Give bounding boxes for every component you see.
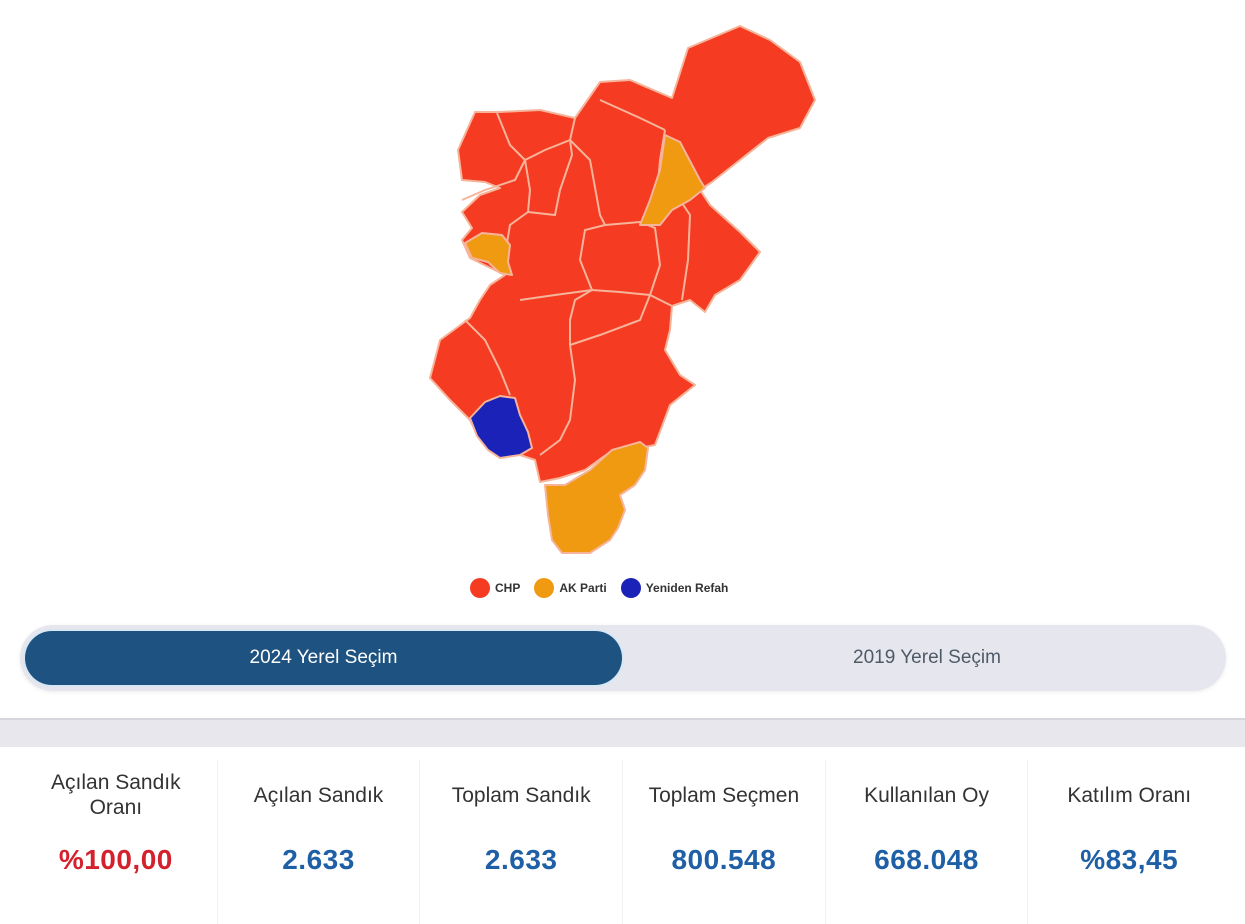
legend-label-chp: CHP <box>495 581 521 595</box>
stat-toplam-secmen: Toplam Seçmen 800.548 <box>622 760 825 924</box>
legend-item-yeniden-refah: Yeniden Refah <box>620 578 729 598</box>
district-akp-east[interactable] <box>639 134 706 226</box>
stat-value: 2.633 <box>484 844 558 875</box>
stat-value: %83,45 <box>1080 844 1179 875</box>
legend-item-chp: CHP <box>470 578 520 598</box>
stat-value: 2.633 <box>282 844 355 875</box>
stat-value: %100,00 <box>58 844 173 875</box>
legend-item-ak-parti: AK Parti <box>534 578 607 598</box>
district-akp-south[interactable] <box>544 441 649 554</box>
section-divider <box>0 718 1245 747</box>
district-akp-west[interactable] <box>464 232 513 276</box>
district-map-svg <box>429 25 816 554</box>
stat-value: 668.048 <box>874 844 979 875</box>
stat-label: Toplam Sandık <box>451 783 591 807</box>
district-refah[interactable] <box>469 395 533 459</box>
stat-label: Açılan Sandık Oranı <box>51 771 181 819</box>
election-year-toggle: 2024 Yerel Seçim 2019 Yerel Seçim <box>20 625 1226 691</box>
chp-color-dot-icon <box>470 578 490 598</box>
stat-label: Toplam Seçmen <box>648 783 800 807</box>
stat-katilim-orani: Katılım Oranı %83,45 <box>1027 760 1230 924</box>
tab-2019-yerel-secim[interactable]: 2019 Yerel Seçim <box>853 647 1001 668</box>
stats-row: Açılan Sandık Oranı %100,00 Açılan Sandı… <box>15 760 1230 924</box>
tab-2024-yerel-secim[interactable]: 2024 Yerel Seçim <box>25 631 622 685</box>
stat-toplam-sandik: Toplam Sandık 2.633 <box>419 760 622 924</box>
stat-label: Kullanılan Oy <box>864 783 989 807</box>
yeniden-refah-color-dot-icon <box>620 578 641 598</box>
stat-label: Açılan Sandık <box>253 783 384 807</box>
legend-label-yeniden-refah: Yeniden Refah <box>645 581 729 595</box>
stat-kullanilan-oy: Kullanılan Oy 668.048 <box>824 760 1028 924</box>
ak-parti-color-dot-icon <box>534 578 555 598</box>
election-map <box>429 25 816 554</box>
district-northeast[interactable] <box>429 25 816 483</box>
stat-acilan-sandik-orani: Açılan Sandık Oranı %100,00 <box>15 760 217 924</box>
map-legend: CHP AK Parti Yeniden Refah <box>470 576 728 600</box>
stat-value: 800.548 <box>671 844 777 875</box>
stat-acilan-sandik: Açılan Sandık 2.633 <box>216 760 420 924</box>
legend-label-ak-parti: AK Parti <box>559 581 607 595</box>
stat-label: Katılım Oranı <box>1067 783 1192 807</box>
